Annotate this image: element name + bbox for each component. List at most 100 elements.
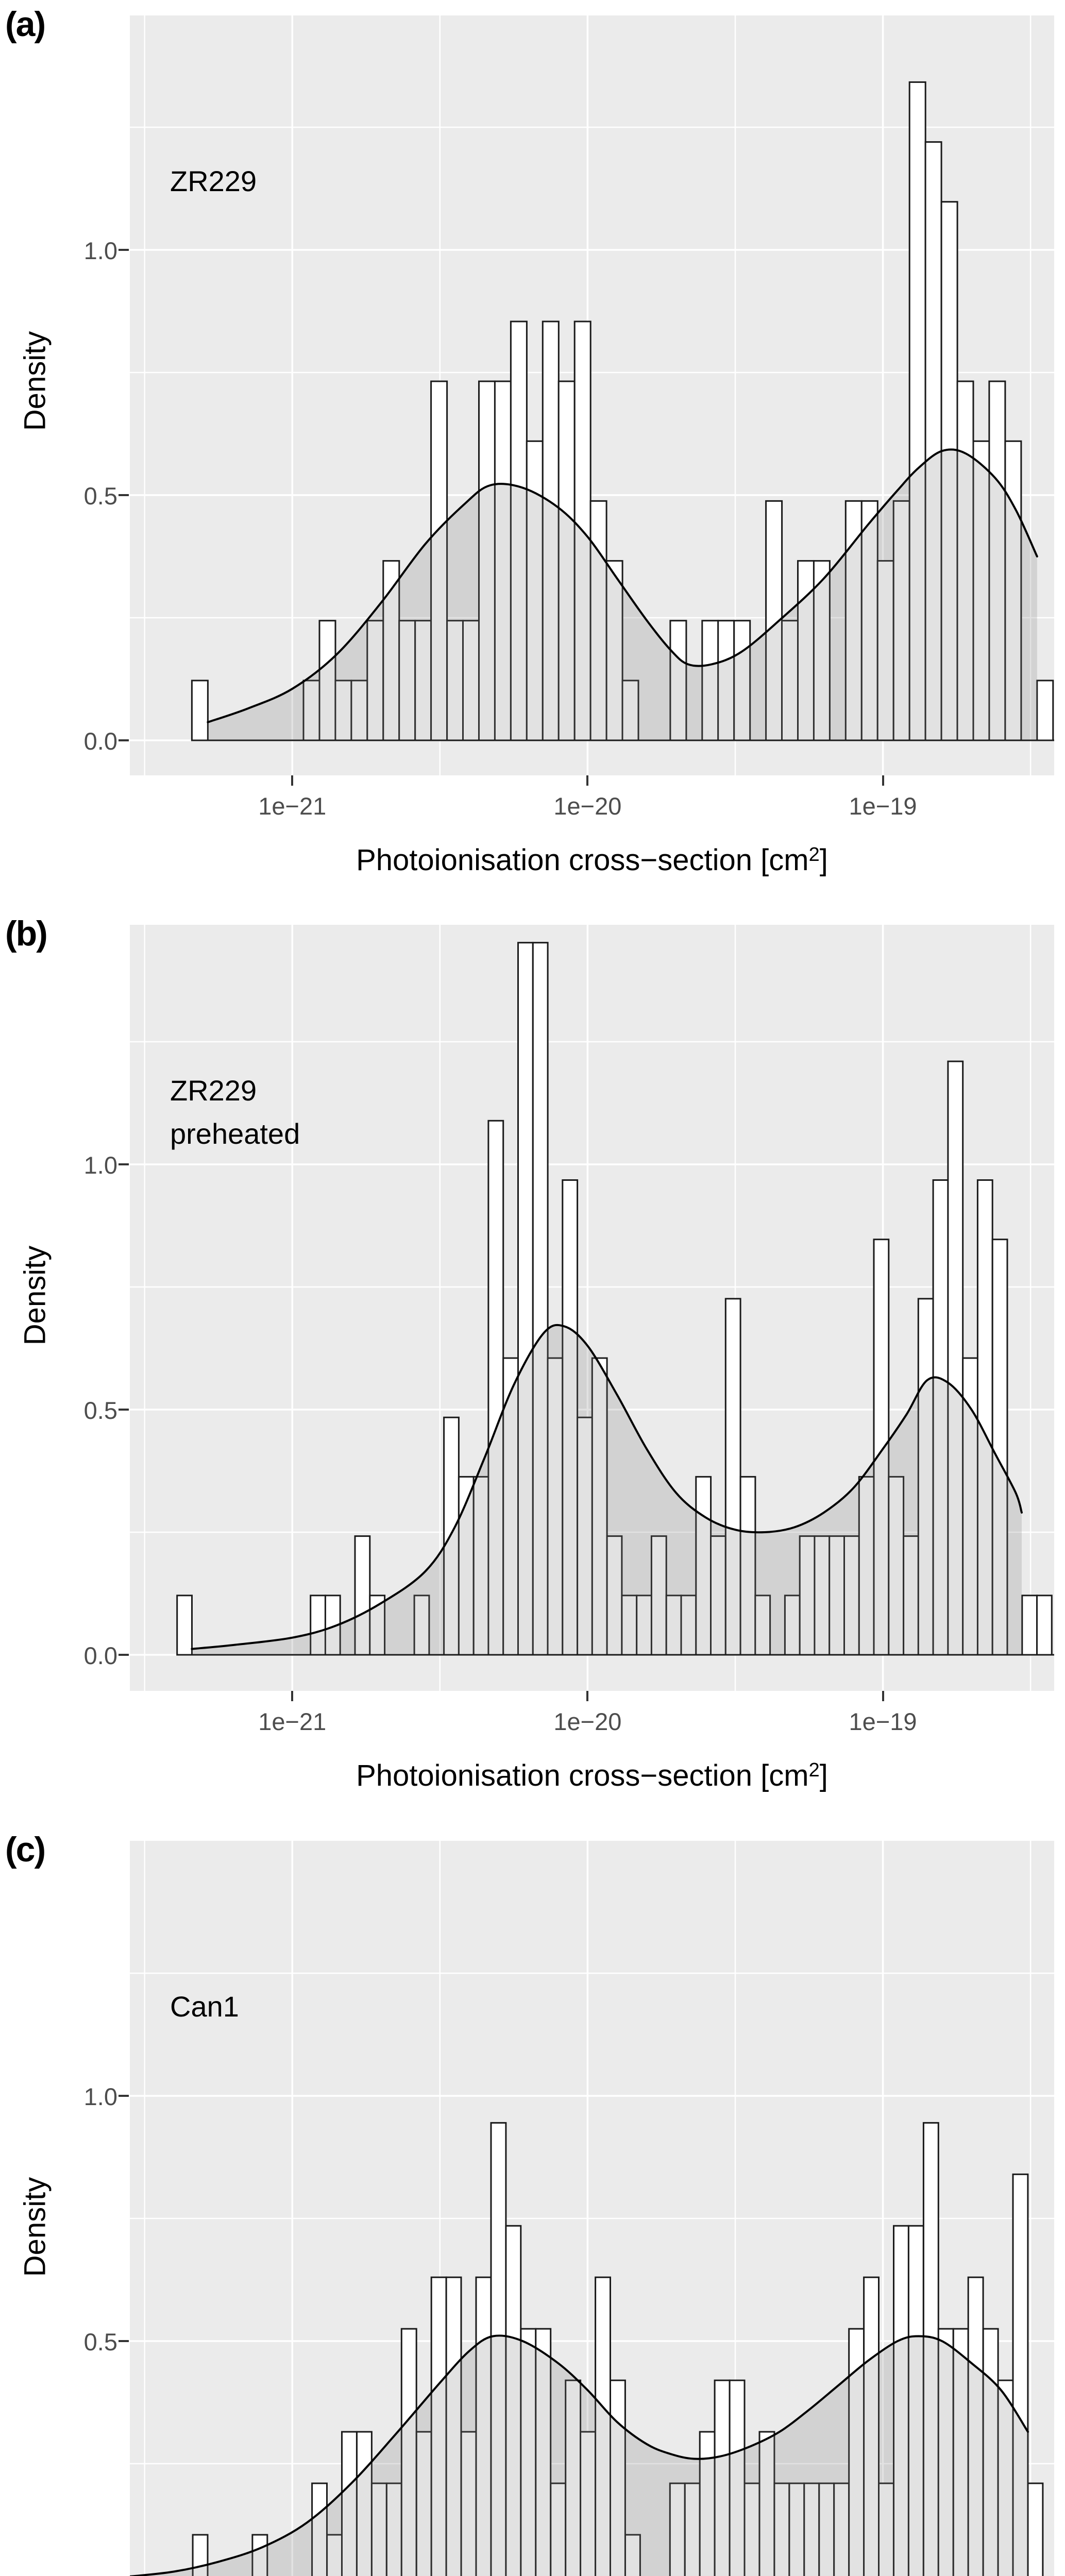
panel-a-density-curve bbox=[207, 448, 1038, 723]
histogram-bar bbox=[532, 942, 549, 1656]
y-tick-label-1.0: 1.0 bbox=[83, 237, 117, 264]
panel-c-tag: (c) bbox=[5, 1830, 46, 1869]
panel-b-annotation: ZR229 preheated bbox=[170, 1074, 300, 1150]
histogram-bar bbox=[458, 1476, 475, 1656]
histogram-bar bbox=[610, 2379, 626, 2576]
histogram-bar bbox=[1004, 440, 1022, 741]
histogram-bar bbox=[888, 1476, 905, 1656]
histogram-bar bbox=[669, 2482, 686, 2576]
histogram-bar bbox=[907, 2225, 924, 2576]
histogram-bar bbox=[972, 440, 990, 741]
histogram-bar bbox=[460, 2431, 477, 2576]
y-tick-mark bbox=[119, 2095, 129, 2097]
histogram-bar bbox=[843, 1535, 860, 1656]
histogram-bar bbox=[370, 2482, 387, 2576]
panel-a-histogram-bars bbox=[191, 81, 1054, 741]
y-tick-mark bbox=[119, 494, 129, 496]
histogram-bar bbox=[251, 2534, 268, 2576]
histogram-bar bbox=[621, 680, 639, 741]
panel-a-annotation: ZR229 bbox=[170, 165, 257, 197]
x-tick-mark bbox=[586, 1691, 589, 1701]
histogram-bar bbox=[595, 2276, 611, 2576]
y-tick-label-0.0: 0.0 bbox=[83, 1642, 117, 1669]
panel-b-density-curve bbox=[191, 1324, 1023, 1650]
histogram-bar bbox=[717, 620, 735, 741]
histogram-bar bbox=[191, 680, 209, 741]
histogram-bar bbox=[591, 1357, 608, 1656]
histogram-bar bbox=[863, 2276, 880, 2576]
y-tick-label-1.0: 1.0 bbox=[83, 2083, 117, 2110]
histogram-bar bbox=[302, 680, 320, 741]
x-tick-label-1e−19: 1e−19 bbox=[849, 1708, 917, 1735]
histogram-bar bbox=[665, 1595, 682, 1656]
histogram-bar bbox=[729, 2379, 746, 2576]
x-tick-label-1e−21: 1e−21 bbox=[258, 792, 327, 820]
histogram-bar bbox=[311, 2482, 328, 2576]
histogram-bar bbox=[446, 620, 464, 741]
y-tick-label-0.0: 0.0 bbox=[83, 727, 117, 755]
panel-c-density-fill bbox=[134, 2335, 1028, 2576]
y-tick-mark bbox=[119, 2340, 129, 2342]
panel-c-density-curve bbox=[130, 2334, 1029, 2576]
x-tick-label-1e−21: 1e−21 bbox=[258, 1708, 327, 1735]
panel-c-histogram-bars bbox=[192, 2122, 1044, 2576]
panel-b-tag: (b) bbox=[5, 914, 48, 953]
histogram-bar bbox=[932, 1179, 949, 1656]
histogram-bar bbox=[997, 2379, 1014, 2576]
histogram-bar bbox=[893, 2225, 909, 2576]
y-tick-mark bbox=[119, 1409, 129, 1411]
histogram-bar bbox=[356, 2431, 373, 2576]
histogram-bar bbox=[818, 2482, 835, 2576]
histogram-bar bbox=[701, 620, 719, 741]
histogram-bar bbox=[967, 2276, 984, 2576]
histogram-bar bbox=[414, 620, 432, 741]
histogram-bar bbox=[1036, 680, 1054, 741]
histogram-bar bbox=[991, 1239, 1008, 1656]
histogram-bar bbox=[714, 2379, 731, 2576]
histogram-bar bbox=[908, 81, 926, 741]
y-tick-mark bbox=[119, 739, 129, 741]
histogram-bar bbox=[443, 1416, 460, 1656]
histogram-bar bbox=[326, 2534, 343, 2576]
histogram-bar bbox=[624, 2534, 641, 2576]
panel-c-plot bbox=[130, 1841, 1054, 2576]
histogram-bar bbox=[1012, 2173, 1029, 2576]
panel-c-annotation: Can1 bbox=[170, 1990, 239, 2023]
histogram-bar bbox=[773, 2482, 790, 2576]
y-tick-mark bbox=[119, 1163, 129, 1165]
panel-b-plot bbox=[130, 925, 1054, 1691]
histogram-bar bbox=[1036, 1595, 1053, 1656]
panel-b-x-axis-title: Photoionisation cross−section [cm2] bbox=[356, 1759, 828, 1792]
x-tick-mark bbox=[882, 775, 884, 786]
histogram-bar bbox=[490, 2122, 507, 2576]
histogram-bar bbox=[494, 380, 512, 741]
histogram-bar bbox=[754, 1595, 771, 1656]
histogram-bar bbox=[1027, 2482, 1044, 2576]
panel-a-plot bbox=[130, 15, 1054, 775]
histogram-bar bbox=[415, 2431, 432, 2576]
histogram-bar bbox=[589, 500, 607, 741]
panel-a-density-fill bbox=[208, 449, 1037, 740]
x-tick-label-1e−20: 1e−20 bbox=[553, 792, 622, 820]
histogram-bar bbox=[535, 2328, 552, 2576]
y-tick-label-0.5: 0.5 bbox=[83, 482, 117, 510]
x-tick-mark bbox=[882, 1691, 884, 1701]
histogram-bar bbox=[565, 2379, 582, 2576]
histogram-bar bbox=[947, 1060, 964, 1656]
histogram-bar bbox=[310, 1595, 327, 1656]
histogram-bar bbox=[176, 1595, 193, 1656]
histogram-bar bbox=[680, 1595, 697, 1656]
histogram-bar bbox=[487, 1120, 504, 1656]
histogram-bar bbox=[341, 2431, 358, 2576]
y-tick-mark bbox=[119, 1654, 129, 1656]
y-tick-mark bbox=[119, 249, 129, 251]
histogram-bar bbox=[430, 380, 448, 741]
panel-b-density-fill bbox=[192, 1325, 1022, 1655]
histogram-bar bbox=[876, 560, 894, 741]
histogram-bar bbox=[976, 1179, 993, 1656]
x-tick-mark bbox=[291, 775, 294, 786]
histogram-bar bbox=[922, 2122, 939, 2576]
histogram-bar bbox=[684, 2482, 701, 2576]
panel-a-x-axis-title: Photoionisation cross−section [cm2] bbox=[356, 843, 828, 877]
